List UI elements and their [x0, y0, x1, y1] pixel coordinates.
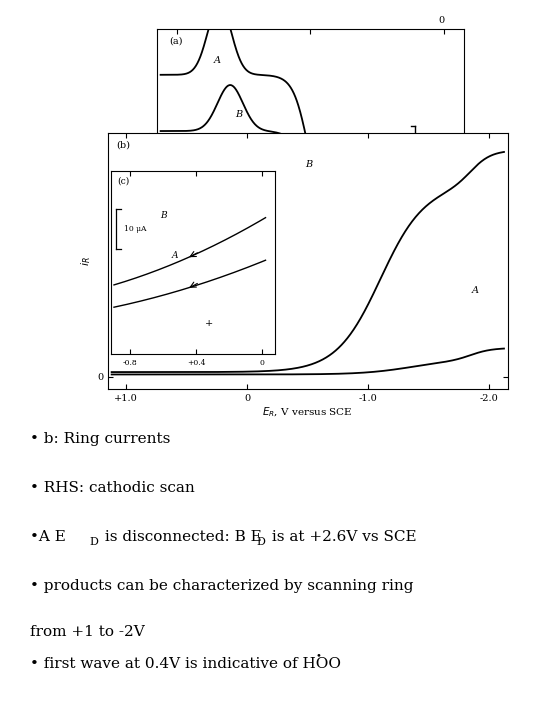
- Text: • first wave at 0.4V is indicative of HOO: • first wave at 0.4V is indicative of HO…: [30, 657, 341, 671]
- Text: • b: Ring currents: • b: Ring currents: [30, 432, 170, 446]
- Text: B: B: [306, 160, 313, 168]
- Text: A: A: [471, 287, 478, 295]
- Text: D: D: [89, 537, 98, 547]
- Text: A: A: [214, 56, 221, 66]
- Text: B: B: [160, 211, 167, 220]
- Text: • RHS: cathodic scan: • RHS: cathodic scan: [30, 481, 194, 495]
- Text: •: •: [316, 652, 322, 660]
- Text: (b): (b): [116, 141, 130, 150]
- Y-axis label: $i_R$: $i_R$: [79, 256, 93, 266]
- X-axis label: E, V versus SCE: E, V versus SCE: [268, 301, 353, 310]
- Text: • products can be characterized by scanning ring: • products can be characterized by scann…: [30, 579, 413, 593]
- Text: is at +2.6V vs SCE: is at +2.6V vs SCE: [267, 530, 417, 544]
- Text: •A E: •A E: [30, 530, 65, 544]
- Text: 100 μA: 100 μA: [407, 147, 440, 156]
- Text: from +1 to -2V: from +1 to -2V: [30, 626, 145, 639]
- Text: (c): (c): [117, 176, 130, 185]
- Text: B: B: [235, 110, 242, 119]
- Text: C: C: [260, 168, 267, 176]
- Text: is disconnected: B E: is disconnected: B E: [100, 530, 262, 544]
- Text: 10 μA: 10 μA: [124, 225, 146, 233]
- Text: D: D: [277, 244, 285, 253]
- Y-axis label: i, current: i, current: [145, 132, 154, 181]
- Text: A: A: [172, 251, 178, 260]
- Text: +: +: [205, 319, 213, 328]
- Text: 100 μA: 100 μA: [160, 242, 193, 251]
- Text: 0: 0: [438, 16, 445, 25]
- Text: (a): (a): [169, 37, 183, 45]
- X-axis label: $E_R$, V versus SCE: $E_R$, V versus SCE: [262, 405, 353, 419]
- Text: D: D: [256, 537, 265, 547]
